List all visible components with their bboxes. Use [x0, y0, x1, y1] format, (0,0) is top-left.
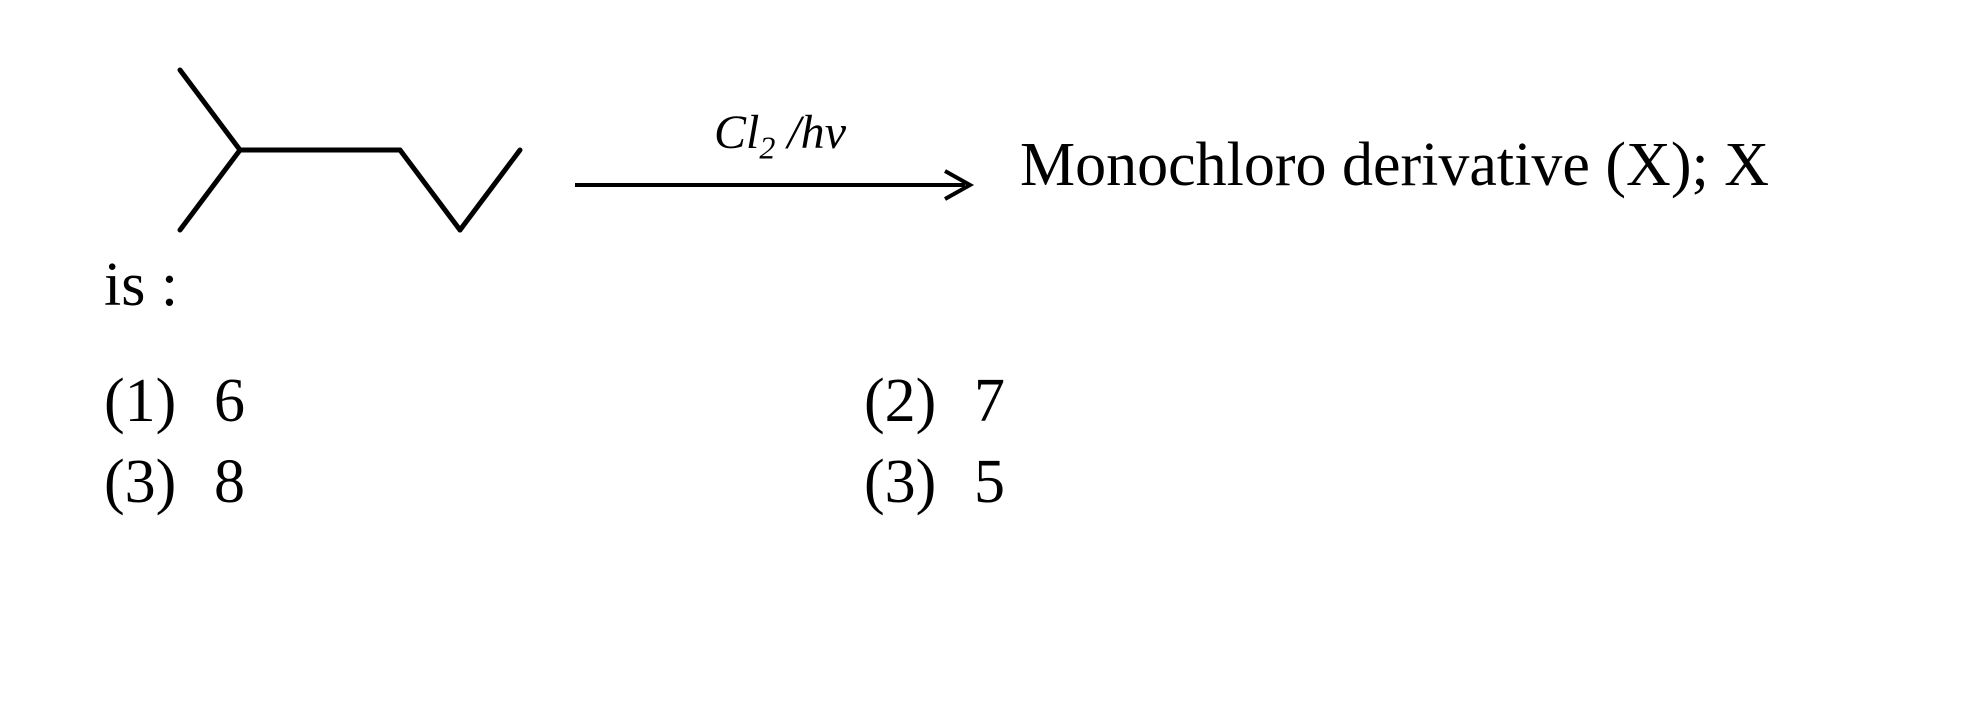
option-4[interactable]: (3) 5 — [864, 442, 1005, 523]
option-value: 7 — [974, 361, 1005, 442]
reagent-label: Cl2 /hv — [570, 105, 990, 167]
option-3[interactable]: (3) 8 — [104, 442, 864, 523]
options-row-1: (1) 6 (2) 7 — [104, 361, 1972, 442]
option-2[interactable]: (2) 7 — [864, 361, 1005, 442]
option-value: 8 — [214, 442, 245, 523]
product-text: Monochloro derivative (X); X — [1020, 130, 1769, 201]
option-label: (3) — [104, 442, 214, 523]
question-container: Cl2 /hv Monochloro derivative (X); X is … — [0, 0, 1972, 718]
reaction-arrow — [570, 165, 990, 205]
option-value: 6 — [214, 361, 245, 442]
reaction-line: Cl2 /hv Monochloro derivative (X); X — [100, 40, 1972, 240]
option-label: (1) — [104, 361, 214, 442]
option-1[interactable]: (1) 6 — [104, 361, 864, 442]
question-continuation: is : — [104, 250, 1972, 321]
option-label: (2) — [864, 361, 974, 442]
reactant-structure — [100, 40, 560, 240]
options-row-2: (3) 8 (3) 5 — [104, 442, 1972, 523]
options-block: (1) 6 (2) 7 (3) 8 (3) 5 — [104, 361, 1972, 522]
reaction-arrow-block: Cl2 /hv — [570, 105, 990, 225]
option-value: 5 — [974, 442, 1005, 523]
option-label: (3) — [864, 442, 974, 523]
